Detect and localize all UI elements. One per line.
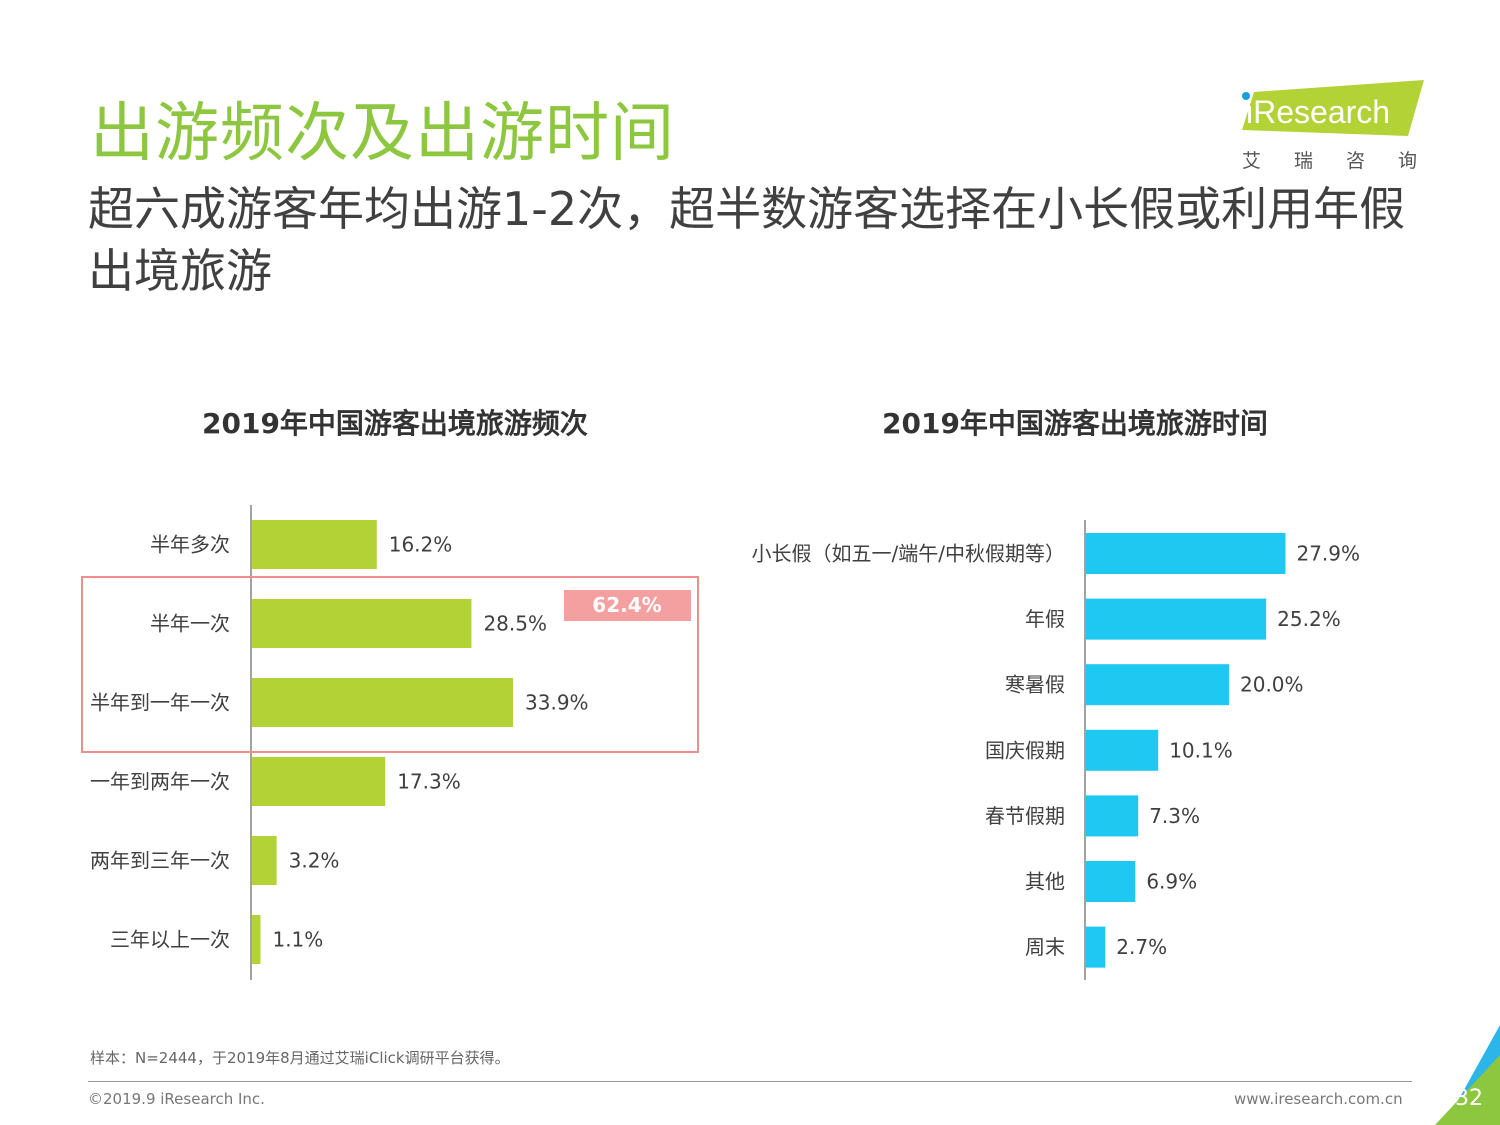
timing-category-label: 小长假（如五一/端午/中秋假期等） [752, 542, 1065, 566]
timing-bar [1086, 926, 1106, 968]
timing-category-label: 年假 [1025, 607, 1065, 631]
frequency-bar [252, 678, 514, 727]
timing-category-label: 寒暑假 [1005, 673, 1065, 697]
frequency-category-label: 半年到一年一次 [90, 691, 230, 715]
frequency-value-label: 16.2% [389, 533, 453, 557]
timing-bar [1086, 664, 1229, 706]
frequency-bar [252, 757, 386, 806]
frequency-value-label: 28.5% [483, 612, 547, 636]
frequency-chart-title: 2019年中国游客出境旅游频次 [202, 407, 588, 440]
timing-value-label: 27.9% [1296, 542, 1360, 566]
timing-category-label: 周末 [1025, 935, 1065, 959]
timing-bar [1086, 795, 1139, 837]
page-title: 出游频次及出游时间 [90, 97, 675, 171]
frequency-category-label: 两年到三年一次 [90, 849, 230, 873]
timing-value-label: 6.9% [1146, 870, 1197, 894]
frequency-value-label: 33.9% [525, 691, 589, 715]
frequency-bar [252, 520, 377, 569]
frequency-category-label: 半年一次 [150, 612, 230, 636]
timing-bar [1086, 598, 1267, 640]
page-number: 32 [1455, 1086, 1483, 1111]
sample-footnote: 样本：N=2444，于2019年8月通过艾瑞iClick调研平台获得。 [90, 1049, 510, 1067]
website-link[interactable]: www.iresearch.com.cn [1234, 1090, 1403, 1108]
frequency-bar [252, 915, 261, 964]
highlight-label-bg [564, 590, 691, 621]
corner-decoration [1435, 1025, 1500, 1125]
frequency-value-label: 17.3% [397, 770, 461, 794]
footer-divider [88, 1081, 1412, 1082]
timing-value-label: 10.1% [1169, 738, 1233, 762]
copyright-text: ©2019.9 iResearch Inc. [88, 1090, 265, 1108]
timing-category-label: 春节假期 [985, 804, 1065, 828]
frequency-category-label: 半年多次 [150, 533, 230, 557]
timing-bar [1086, 533, 1286, 574]
timing-chart-title: 2019年中国游客出境旅游时间 [882, 407, 1268, 440]
frequency-bar [252, 599, 472, 648]
timing-value-label: 25.2% [1277, 607, 1341, 631]
frequency-category-label: 三年以上一次 [110, 928, 230, 952]
iresearch-logo: iResearch [1242, 80, 1424, 136]
page-subtitle: 超六成游客年均出游1-2次，超半数游客选择在小长假或利用年假出境旅游 [88, 182, 1406, 298]
timing-category-label: 其他 [1025, 870, 1065, 894]
frequency-category-label: 一年到两年一次 [90, 770, 230, 794]
frequency-value-label: 3.2% [289, 849, 340, 873]
timing-bar [1086, 861, 1136, 902]
highlight-label: 62.4% [592, 593, 661, 617]
frequency-value-label: 1.1% [272, 928, 323, 952]
logo-wordmark: iResearch [1246, 94, 1390, 130]
logo-chinese-text: 艾瑞咨询 [1242, 150, 1451, 172]
frequency-bar [252, 836, 277, 885]
timing-category-label: 国庆假期 [985, 738, 1065, 762]
timing-value-label: 20.0% [1240, 673, 1304, 697]
timing-bar [1086, 729, 1159, 771]
timing-value-label: 2.7% [1116, 935, 1167, 959]
timing-value-label: 7.3% [1149, 804, 1200, 828]
highlight-box [81, 576, 699, 753]
